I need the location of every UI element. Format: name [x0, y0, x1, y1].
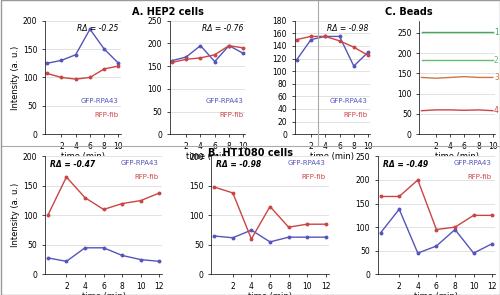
Text: RΔ = -0.98: RΔ = -0.98 — [216, 160, 261, 169]
Y-axis label: Intensity (a. u.): Intensity (a. u.) — [11, 183, 20, 248]
Text: RΔ = -0.76: RΔ = -0.76 — [202, 24, 243, 33]
Text: RFP-fib: RFP-fib — [94, 112, 118, 117]
Text: RFP-fib: RFP-fib — [301, 174, 325, 180]
Text: RΔ = -0.47: RΔ = -0.47 — [50, 160, 95, 169]
Text: RFP-fib: RFP-fib — [344, 112, 368, 117]
Text: 1: 1 — [494, 27, 498, 37]
Text: 4: 4 — [494, 106, 499, 115]
Text: GFP-RPA43: GFP-RPA43 — [206, 98, 243, 104]
Text: RFP-fib: RFP-fib — [468, 174, 491, 180]
Text: B. HT1080 cells: B. HT1080 cells — [208, 148, 292, 158]
X-axis label: time (min): time (min) — [310, 152, 354, 161]
Text: GFP-RPA43: GFP-RPA43 — [121, 160, 158, 166]
Text: 3: 3 — [494, 73, 499, 82]
Text: RΔ = -0.98: RΔ = -0.98 — [326, 24, 368, 33]
X-axis label: time (min): time (min) — [61, 152, 105, 161]
Text: 2: 2 — [494, 56, 498, 65]
X-axis label: time (min): time (min) — [82, 292, 126, 295]
Text: RΔ = -0.25: RΔ = -0.25 — [77, 24, 118, 33]
Text: GFP-RPA43: GFP-RPA43 — [330, 98, 368, 104]
X-axis label: time (min): time (min) — [248, 292, 292, 295]
Text: RFP-fib: RFP-fib — [219, 112, 243, 117]
Text: A. HEP2 cells: A. HEP2 cells — [132, 7, 204, 17]
X-axis label: time (min): time (min) — [186, 152, 230, 161]
X-axis label: time (min): time (min) — [414, 292, 459, 295]
Y-axis label: Intensity (a. u.): Intensity (a. u.) — [11, 45, 20, 109]
Text: GFP-RPA43: GFP-RPA43 — [454, 160, 492, 166]
Text: GFP-RPA43: GFP-RPA43 — [80, 98, 118, 104]
Text: GFP-RPA43: GFP-RPA43 — [287, 160, 325, 166]
X-axis label: time (min): time (min) — [435, 152, 479, 161]
Text: C. Beads: C. Beads — [385, 7, 433, 17]
Text: RFP-fib: RFP-fib — [134, 174, 158, 180]
Text: RΔ = -0.49: RΔ = -0.49 — [382, 160, 428, 169]
